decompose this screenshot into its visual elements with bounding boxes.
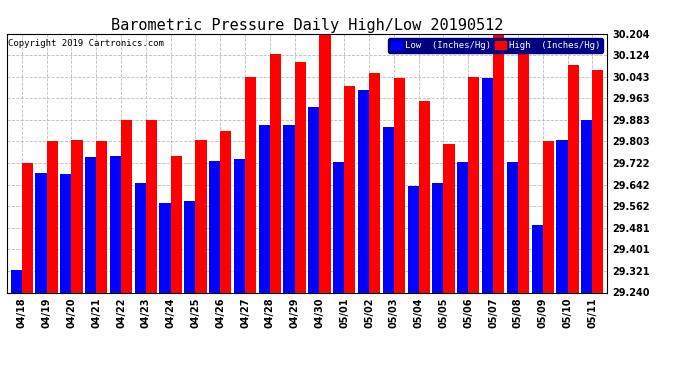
Bar bbox=[518, 46, 529, 292]
Bar bbox=[457, 162, 469, 292]
Bar bbox=[482, 78, 493, 292]
Bar bbox=[543, 141, 554, 292]
Bar bbox=[121, 120, 132, 292]
Bar bbox=[369, 73, 380, 292]
Bar bbox=[469, 77, 480, 292]
Bar bbox=[344, 86, 355, 292]
Bar bbox=[567, 65, 579, 292]
Bar bbox=[581, 120, 592, 292]
Bar bbox=[295, 62, 306, 292]
Bar bbox=[135, 183, 146, 292]
Bar bbox=[85, 157, 96, 292]
Bar bbox=[245, 77, 256, 292]
Bar bbox=[170, 156, 181, 292]
Bar bbox=[444, 144, 455, 292]
Bar bbox=[433, 183, 444, 292]
Bar bbox=[506, 162, 518, 292]
Bar bbox=[159, 203, 170, 292]
Bar bbox=[71, 140, 83, 292]
Bar bbox=[184, 201, 195, 292]
Title: Barometric Pressure Daily High/Low 20190512: Barometric Pressure Daily High/Low 20190… bbox=[111, 18, 503, 33]
Bar bbox=[35, 172, 47, 292]
Text: Copyright 2019 Cartronics.com: Copyright 2019 Cartronics.com bbox=[8, 39, 164, 48]
Bar bbox=[96, 141, 108, 292]
Bar bbox=[22, 163, 33, 292]
Bar bbox=[284, 125, 295, 292]
Bar bbox=[195, 140, 206, 292]
Bar bbox=[358, 90, 369, 292]
Bar bbox=[308, 107, 319, 292]
Bar bbox=[60, 174, 71, 292]
Bar bbox=[592, 70, 604, 292]
Bar bbox=[493, 34, 504, 292]
Bar bbox=[394, 78, 405, 292]
Bar bbox=[408, 186, 419, 292]
Bar bbox=[419, 101, 430, 292]
Bar bbox=[319, 34, 331, 292]
Bar bbox=[47, 141, 58, 292]
Bar bbox=[220, 130, 231, 292]
Bar bbox=[556, 140, 567, 292]
Bar bbox=[234, 159, 245, 292]
Bar bbox=[259, 125, 270, 292]
Bar bbox=[110, 156, 121, 292]
Bar bbox=[10, 270, 22, 292]
Legend: Low  (Inches/Hg), High  (Inches/Hg): Low (Inches/Hg), High (Inches/Hg) bbox=[388, 38, 602, 53]
Bar bbox=[270, 54, 281, 292]
Bar bbox=[383, 128, 394, 292]
Bar bbox=[333, 162, 344, 292]
Bar bbox=[146, 120, 157, 292]
Bar bbox=[209, 161, 220, 292]
Bar bbox=[531, 225, 543, 292]
